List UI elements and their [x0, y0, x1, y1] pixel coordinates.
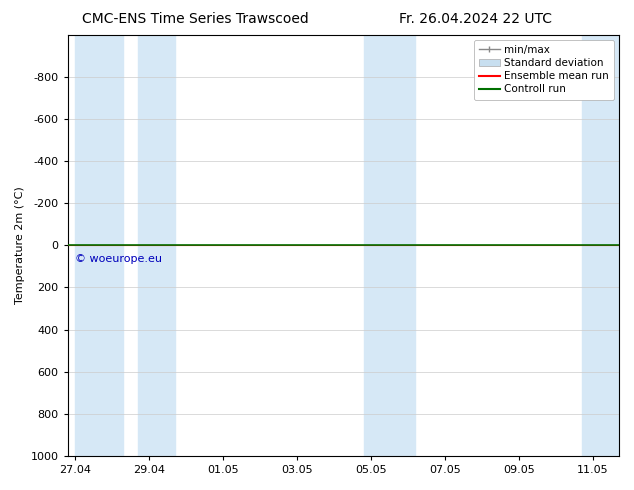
Bar: [582, 35, 619, 456]
Bar: [75, 35, 123, 456]
Text: © woeurope.eu: © woeurope.eu: [75, 254, 162, 264]
Y-axis label: Temperature 2m (°C): Temperature 2m (°C): [15, 186, 25, 304]
Text: Fr. 26.04.2024 22 UTC: Fr. 26.04.2024 22 UTC: [399, 12, 552, 26]
Bar: [138, 35, 175, 456]
Legend: min/max, Standard deviation, Ensemble mean run, Controll run: min/max, Standard deviation, Ensemble me…: [474, 40, 614, 99]
Bar: [364, 35, 415, 456]
Text: CMC-ENS Time Series Trawscoed: CMC-ENS Time Series Trawscoed: [82, 12, 309, 26]
